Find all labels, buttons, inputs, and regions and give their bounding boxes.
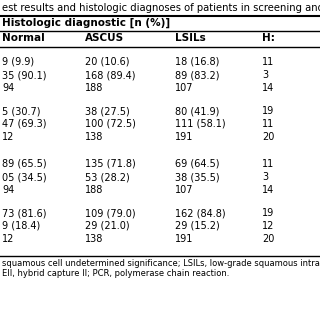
Text: 19: 19: [262, 208, 274, 218]
Text: 94: 94: [2, 83, 14, 93]
Text: 162 (84.8): 162 (84.8): [175, 208, 226, 218]
Text: 73 (81.6): 73 (81.6): [2, 208, 46, 218]
Text: 38 (35.5): 38 (35.5): [175, 172, 220, 182]
Text: 100 (72.5): 100 (72.5): [85, 119, 136, 129]
Text: 135 (71.8): 135 (71.8): [85, 159, 136, 169]
Text: 18 (16.8): 18 (16.8): [175, 57, 220, 67]
Text: 14: 14: [262, 185, 274, 195]
Text: 53 (28.2): 53 (28.2): [85, 172, 130, 182]
Text: 5 (30.7): 5 (30.7): [2, 106, 41, 116]
Text: 3: 3: [262, 70, 268, 80]
Text: ASCUS: ASCUS: [85, 33, 124, 43]
Text: 20: 20: [262, 132, 274, 142]
Text: 168 (89.4): 168 (89.4): [85, 70, 135, 80]
Text: 111 (58.1): 111 (58.1): [175, 119, 226, 129]
Text: 29 (21.0): 29 (21.0): [85, 221, 130, 231]
Text: 05 (34.5): 05 (34.5): [2, 172, 47, 182]
Text: Normal: Normal: [2, 33, 45, 43]
Text: 20: 20: [262, 234, 274, 244]
Text: 9 (9.9): 9 (9.9): [2, 57, 34, 67]
Text: 89 (83.2): 89 (83.2): [175, 70, 220, 80]
Text: H:: H:: [262, 33, 275, 43]
Text: 19: 19: [262, 106, 274, 116]
Text: est results and histologic diagnoses of patients in screening and: est results and histologic diagnoses of …: [2, 3, 320, 13]
Text: 11: 11: [262, 57, 274, 67]
Text: 107: 107: [175, 83, 194, 93]
Text: 14: 14: [262, 83, 274, 93]
Text: 3: 3: [262, 172, 268, 182]
Text: 80 (41.9): 80 (41.9): [175, 106, 220, 116]
Text: 11: 11: [262, 159, 274, 169]
Text: 35 (90.1): 35 (90.1): [2, 70, 46, 80]
Text: 9 (18.4): 9 (18.4): [2, 221, 40, 231]
Text: 191: 191: [175, 132, 193, 142]
Text: 89 (65.5): 89 (65.5): [2, 159, 47, 169]
Text: 138: 138: [85, 234, 103, 244]
Text: 191: 191: [175, 234, 193, 244]
Text: 12: 12: [262, 221, 274, 231]
Text: 69 (64.5): 69 (64.5): [175, 159, 220, 169]
Text: 188: 188: [85, 185, 103, 195]
Text: 11: 11: [262, 119, 274, 129]
Text: 138: 138: [85, 132, 103, 142]
Text: 94: 94: [2, 185, 14, 195]
Text: 109 (79.0): 109 (79.0): [85, 208, 136, 218]
Text: EII, hybrid capture II; PCR, polymerase chain reaction.: EII, hybrid capture II; PCR, polymerase …: [2, 269, 229, 278]
Text: 107: 107: [175, 185, 194, 195]
Text: 188: 188: [85, 83, 103, 93]
Text: 47 (69.3): 47 (69.3): [2, 119, 46, 129]
Text: 29 (15.2): 29 (15.2): [175, 221, 220, 231]
Text: Histologic diagnostic [n (%)]: Histologic diagnostic [n (%)]: [2, 18, 170, 28]
Text: 20 (10.6): 20 (10.6): [85, 57, 130, 67]
Text: 12: 12: [2, 234, 14, 244]
Text: 38 (27.5): 38 (27.5): [85, 106, 130, 116]
Text: LSILs: LSILs: [175, 33, 206, 43]
Text: 12: 12: [2, 132, 14, 142]
Text: squamous cell undetermined significance; LSILs, low-grade squamous intra: squamous cell undetermined significance;…: [2, 259, 320, 268]
